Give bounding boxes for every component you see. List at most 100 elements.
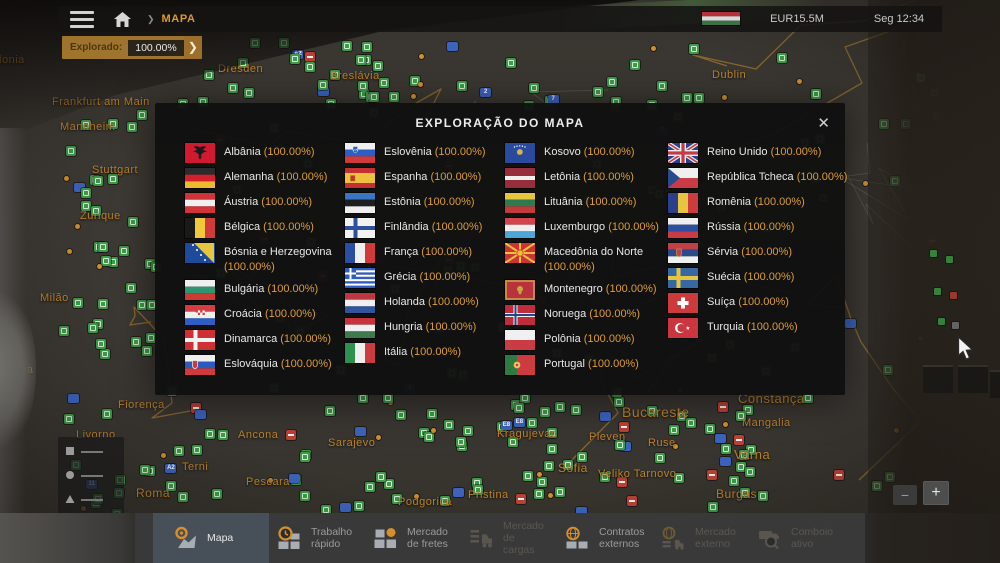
map-poi-icon [845, 319, 857, 329]
map-poi-icon [139, 465, 150, 476]
country-name: Polônia [544, 333, 581, 345]
map-poi-icon [383, 479, 394, 490]
flag-ru-icon [668, 218, 698, 238]
breadcrumb[interactable]: MAPA [161, 13, 196, 25]
map-poi-icon [513, 402, 524, 413]
tab-mapa[interactable]: Mapa [153, 513, 269, 563]
map-poi-icon [739, 487, 750, 498]
quick-job-icon [277, 526, 303, 550]
map-poi-icon [593, 86, 604, 97]
map-poi-icon [507, 437, 518, 448]
country-name: Eslovênia [384, 146, 432, 158]
city-label-podgorica: Podgorica [398, 496, 453, 508]
map-poi-icon [64, 414, 75, 424]
map-poi-icon [355, 54, 366, 65]
country-row-bosnia-e-herzegovina: Bósnia e Herzegovina (100.00%) [185, 243, 345, 275]
map-poi-icon [705, 423, 716, 434]
map-poi-icon [324, 405, 335, 416]
map-poi-icon [379, 77, 390, 88]
country-percent: (100.00%) [740, 271, 795, 283]
flag-lt-icon [505, 193, 535, 213]
map-poi-icon [614, 439, 625, 450]
map-poi-icon [523, 470, 534, 481]
map-poi-icon [279, 38, 290, 49]
city-label-pleven: Pleven [589, 431, 626, 443]
country-name: Holanda [384, 296, 425, 308]
menu-button[interactable] [70, 10, 94, 28]
country-row-polonia: Polônia (100.00%) [505, 330, 668, 350]
country-row-romenia: Romênia (100.00%) [668, 193, 845, 213]
map-poi-icon [388, 91, 399, 102]
map-poi-icon [299, 490, 310, 501]
tab-contratos-externos[interactable]: Contratos externos [557, 513, 653, 563]
country-row-servia: Sérvia (100.00%) [668, 243, 845, 263]
country-percent: (100.00%) [738, 246, 792, 258]
country-percent: (100.00%) [427, 171, 482, 183]
map-poi-icon [137, 300, 148, 311]
city-label-zurique: Zurique [80, 210, 121, 222]
tab-label: Contratos externos [599, 526, 645, 550]
country-row-noruega: Noruega (100.00%) [505, 305, 668, 325]
map-poi-icon [673, 443, 679, 449]
flag-al-icon [185, 143, 215, 163]
tab-trabalho-rapido[interactable]: Trabalho rápido [269, 513, 365, 563]
map-poi-icon [570, 404, 581, 415]
map-poi-icon [616, 477, 627, 488]
legend-row-square [65, 443, 117, 461]
flag-ch-icon [668, 293, 698, 313]
tab-mercado-de-fretes[interactable]: Mercado de fretes [365, 513, 461, 563]
close-button[interactable]: ✕ [815, 112, 832, 134]
legend-circle-icon [65, 467, 75, 485]
map-poi-icon [375, 472, 386, 483]
zoom-in-button[interactable]: + [923, 481, 949, 505]
country-percent: (100.00%) [261, 308, 316, 320]
flag-fi-icon [345, 218, 375, 238]
city-label-frankfurt-am-main: Frankfurt am Main [52, 96, 150, 108]
map-poi-icon [137, 110, 148, 121]
external-market-icon [661, 526, 687, 550]
map-poi-icon [191, 444, 202, 455]
flag-se-icon [668, 268, 698, 288]
map-poi-icon [533, 489, 544, 500]
dashboard-panel [958, 365, 988, 393]
zoom-out-button[interactable]: − [893, 485, 917, 505]
country-name: Sérvia [707, 246, 739, 258]
map-poi-icon [600, 412, 612, 422]
map-poi-icon [744, 467, 755, 478]
map-poi-icon: E8 [513, 417, 525, 427]
map-poi-icon [629, 59, 640, 70]
freight-market-icon [373, 526, 399, 550]
country-row-suecia: Suécia (100.00%) [668, 268, 845, 288]
map-poi-icon [738, 449, 749, 460]
country-row-eslovaquia: Eslováquia (100.00%) [185, 355, 345, 375]
flag-es-icon [345, 168, 375, 188]
country-row-espanha: Espanha (100.00%) [345, 168, 505, 188]
tab-label: Comboio ativo [791, 526, 834, 550]
explored-next-button[interactable]: ❯ [183, 36, 202, 59]
mirror-map-icon [930, 250, 937, 257]
city-label-sarajevo: Sarajevo [328, 437, 376, 449]
map-poi-icon [706, 469, 717, 480]
country-row-finlandia: Finlândia (100.00%) [345, 218, 505, 238]
map-poi-icon [447, 41, 459, 51]
top-bar: ❯ MAPA EUR15.5M Seg 12:34 [58, 6, 942, 32]
country-row-russia: Rússia (100.00%) [668, 218, 845, 238]
map-poi-icon [547, 444, 558, 455]
map-legend[interactable] [58, 437, 124, 515]
map-poi-icon [626, 496, 637, 507]
map-poi-icon [676, 411, 687, 422]
map-poi-icon [543, 460, 554, 471]
map-poi-icon [93, 175, 104, 186]
home-button[interactable] [114, 11, 131, 27]
home-icon [114, 11, 131, 27]
legend-square-icon [65, 443, 75, 461]
hungary-flag-icon [702, 12, 740, 25]
country-name: Noruega [544, 308, 587, 320]
map-poi-icon [243, 88, 254, 99]
country-row-alemanha: Alemanha (100.00%) [185, 168, 345, 188]
flag-de-icon [185, 168, 215, 188]
map-poi-icon [758, 491, 769, 502]
flag-ba-icon [185, 243, 215, 263]
country-name: Itália [384, 346, 408, 358]
